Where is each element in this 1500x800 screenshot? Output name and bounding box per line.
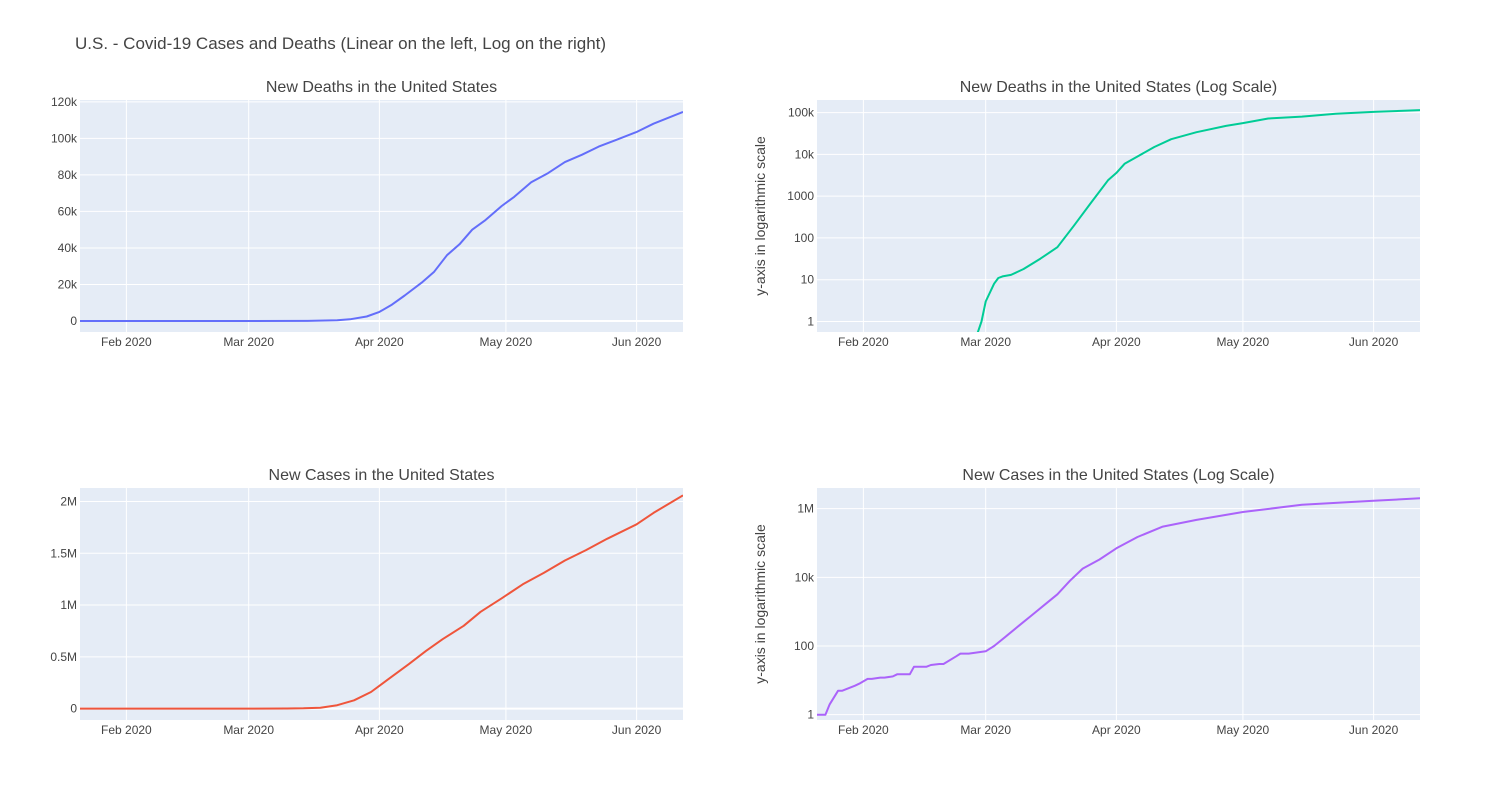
series-line-0 (80, 494, 683, 710)
x-tick-label: Apr 2020 (355, 335, 404, 349)
plot-area (80, 100, 683, 332)
x-tick-label: Feb 2020 (101, 723, 152, 737)
x-tick-label: Jun 2020 (612, 723, 662, 737)
subplot-title: New Cases in the United States (269, 467, 495, 484)
chart-panel-cases-log: Feb 2020 Mar 2020 Apr 2020 May 2020 Jun 2020… (752, 467, 1420, 737)
x-tick-label: May 2020 (480, 723, 533, 737)
y-tick-label: 100k (51, 131, 78, 145)
y-tick-label: 60k (58, 204, 78, 218)
y-tick-label: 0.5M (50, 650, 77, 664)
y-tick-label: 100 (794, 231, 814, 245)
y-tick-label: 20k (58, 278, 78, 292)
y-tick-label: 1.5M (50, 546, 77, 560)
y-tick-label: 1 (807, 314, 814, 328)
x-tick-label: Apr 2020 (1092, 335, 1141, 349)
x-tick-label: Mar 2020 (223, 723, 274, 737)
plot-area (80, 488, 683, 720)
y-tick-label: 1M (797, 502, 814, 516)
x-tick-label: Mar 2020 (960, 723, 1011, 737)
figure-title: U.S. - Covid-19 Cases and Deaths (Linear… (75, 34, 607, 53)
x-tick-label: May 2020 (1217, 723, 1270, 737)
x-tick-label: Feb 2020 (838, 335, 889, 349)
subplot-title: New Deaths in the United States (266, 79, 497, 96)
y-tick-label: 10k (795, 147, 815, 161)
x-tick-label: Apr 2020 (355, 723, 404, 737)
y-tick-label: 80k (58, 168, 78, 182)
y-axis-label: y-axis in logarithmic scale (752, 136, 768, 296)
y-tick-label: 0 (70, 702, 77, 716)
y-tick-label: 1M (60, 598, 77, 612)
x-tick-label: Mar 2020 (960, 335, 1011, 349)
x-tick-label: Apr 2020 (1092, 723, 1141, 737)
chart-panel-deaths-linear: Feb 2020 Mar 2020 Apr 2020 May 2020 Jun 2020… (51, 79, 683, 349)
y-tick-label: 0 (70, 314, 77, 328)
x-tick-label: Jun 2020 (612, 335, 662, 349)
x-tick-label: Jun 2020 (1349, 723, 1399, 737)
y-tick-label: 100k (788, 106, 815, 120)
subplot-title: New Deaths in the United States (Log Sca… (960, 79, 1278, 96)
y-tick-label: 1 (807, 708, 814, 722)
series-line-0 (976, 109, 1420, 332)
chart-panel-deaths-log: Feb 2020 Mar 2020 Apr 2020 May 2020 Jun 2020… (752, 79, 1420, 349)
x-tick-label: Mar 2020 (223, 335, 274, 349)
x-tick-label: Jun 2020 (1349, 335, 1399, 349)
series-line-0 (80, 110, 683, 322)
plot-area (817, 100, 1420, 332)
x-tick-label: May 2020 (1217, 335, 1270, 349)
x-tick-label: Feb 2020 (838, 723, 889, 737)
y-tick-label: 100 (794, 639, 814, 653)
y-tick-label: 40k (58, 241, 78, 255)
y-tick-label: 1000 (787, 189, 814, 203)
plot-area (817, 488, 1420, 720)
x-tick-label: May 2020 (480, 335, 533, 349)
chart-panel-cases-linear: Feb 2020 Mar 2020 Apr 2020 May 2020 Jun 2020… (50, 467, 683, 737)
y-tick-label: 10 (801, 273, 815, 287)
y-axis-label: y-axis in logarithmic scale (752, 524, 768, 684)
series-line-0 (817, 497, 1420, 716)
y-tick-label: 10k (795, 570, 815, 584)
subplot-title: New Cases in the United States (Log Scal… (962, 467, 1274, 484)
y-tick-label: 120k (51, 95, 78, 109)
x-tick-label: Feb 2020 (101, 335, 152, 349)
y-tick-label: 2M (60, 494, 77, 508)
